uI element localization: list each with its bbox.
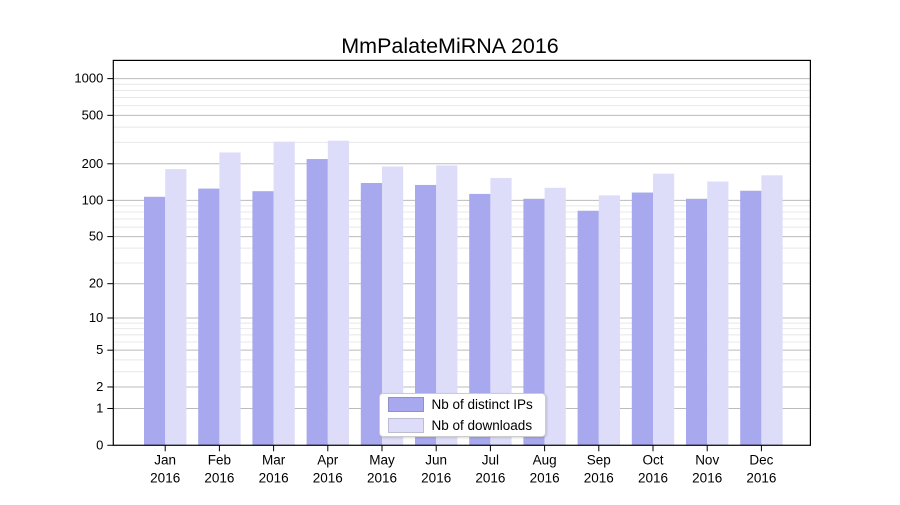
svg-text:2016: 2016 — [692, 470, 722, 485]
svg-text:2016: 2016 — [367, 470, 397, 485]
svg-text:Oct: Oct — [642, 452, 663, 467]
svg-text:2016: 2016 — [421, 470, 451, 485]
svg-text:100: 100 — [82, 192, 104, 207]
svg-text:0: 0 — [96, 437, 103, 452]
svg-text:2016: 2016 — [204, 470, 234, 485]
svg-text:Apr: Apr — [317, 452, 339, 467]
svg-text:2016: 2016 — [638, 470, 668, 485]
svg-text:2016: 2016 — [584, 470, 614, 485]
svg-text:Dec: Dec — [749, 452, 773, 467]
svg-text:5: 5 — [96, 342, 103, 357]
svg-text:10: 10 — [89, 310, 103, 325]
svg-text:Mar: Mar — [262, 452, 286, 467]
svg-text:Aug: Aug — [533, 452, 557, 467]
svg-text:Nov: Nov — [695, 452, 719, 467]
svg-text:2016: 2016 — [150, 470, 180, 485]
svg-text:Sep: Sep — [587, 452, 611, 467]
svg-text:200: 200 — [82, 156, 104, 171]
svg-text:2016: 2016 — [259, 470, 289, 485]
svg-text:May: May — [369, 452, 395, 467]
svg-text:2: 2 — [96, 379, 103, 394]
svg-text:Jul: Jul — [482, 452, 499, 467]
svg-text:Jan: Jan — [154, 452, 176, 467]
svg-text:Feb: Feb — [208, 452, 231, 467]
svg-text:50: 50 — [89, 229, 103, 244]
svg-text:2016: 2016 — [746, 470, 776, 485]
svg-text:1: 1 — [96, 400, 103, 415]
svg-text:2016: 2016 — [530, 470, 560, 485]
svg-text:2016: 2016 — [313, 470, 343, 485]
svg-text:20: 20 — [89, 276, 103, 291]
svg-text:Jun: Jun — [425, 452, 447, 467]
svg-text:1000: 1000 — [74, 71, 103, 86]
svg-text:500: 500 — [82, 107, 104, 122]
svg-text:2016: 2016 — [475, 470, 505, 485]
